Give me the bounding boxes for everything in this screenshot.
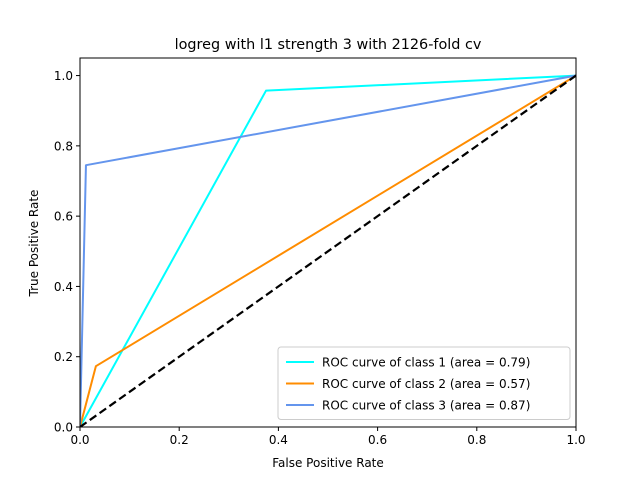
x-tick-label: 0.8 bbox=[467, 433, 486, 447]
x-tick-label: 0.2 bbox=[170, 433, 189, 447]
y-tick-label: 1.0 bbox=[54, 69, 73, 83]
chance-diagonal-line bbox=[80, 74, 576, 427]
x-tick-label: 0.4 bbox=[269, 433, 288, 447]
axis-ticks: 0.0 0.2 0.4 0.6 0.8 1.0 0.0 0.2 0.4 0.6 0.8 1.0 bbox=[54, 69, 586, 447]
x-tick-label: 0.0 bbox=[70, 433, 89, 447]
y-tick-label: 0.0 bbox=[54, 421, 73, 435]
roc-line-class-2 bbox=[80, 74, 576, 427]
x-tick-label: 1.0 bbox=[566, 433, 585, 447]
x-tick-label: 0.6 bbox=[368, 433, 387, 447]
y-axis-label: True Positive Rate bbox=[27, 190, 41, 298]
legend-label-class-2: ROC curve of class 2 (area = 0.57) bbox=[322, 377, 530, 391]
legend-label-class-3: ROC curve of class 3 (area = 0.87) bbox=[322, 399, 530, 413]
legend-box bbox=[277, 346, 571, 420]
legend-label-class-1: ROC curve of class 1 (area = 0.79) bbox=[322, 356, 530, 370]
roc-line-class-1 bbox=[80, 74, 576, 427]
x-axis-label: False Positive Rate bbox=[272, 456, 384, 470]
chart-title: logreg with l1 strength 3 with 2126-fold… bbox=[175, 37, 482, 53]
y-tick-label: 0.6 bbox=[54, 210, 73, 224]
roc-line-class-3 bbox=[80, 74, 576, 427]
y-tick-label: 0.8 bbox=[54, 139, 73, 153]
y-tick-label: 0.2 bbox=[54, 350, 73, 364]
axes-frame bbox=[79, 57, 577, 428]
legend: ROC curve of class 1 (area = 0.79) ROC cu… bbox=[277, 346, 571, 420]
y-tick-label: 0.4 bbox=[54, 280, 73, 294]
